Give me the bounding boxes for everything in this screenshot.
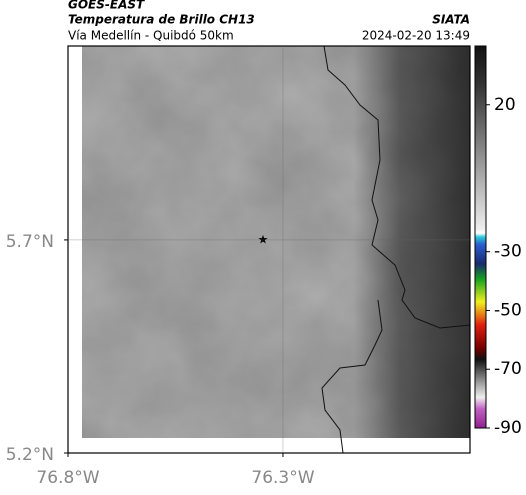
- datetime: 2024-02-20 13:49: [362, 29, 470, 43]
- colorbar-tick-label: -30: [494, 242, 522, 262]
- product: Temperatura de Brillo CH13: [68, 13, 255, 27]
- route: Vía Medellín - Quibdó 50km: [68, 29, 234, 43]
- border-lines: [321, 45, 471, 454]
- colorbar-tick-label: -70: [494, 359, 522, 379]
- cloud-dark-east: [82, 46, 470, 438]
- colorbar-tick-label: -90: [494, 418, 522, 438]
- y-tick-label: 5.2°N: [6, 445, 54, 465]
- location-star: ★: [258, 233, 269, 247]
- map-frame: [67, 45, 471, 454]
- source: GOES-EAST: [68, 0, 145, 12]
- colorbar: [474, 45, 487, 429]
- map-image: [82, 46, 470, 438]
- colorbar-tick-label: -50: [494, 300, 522, 320]
- colorbar-tick-label: 20: [494, 95, 516, 115]
- y-tick-label: 5.7°N: [6, 232, 54, 252]
- x-tick-label: 76.3°W: [251, 468, 314, 488]
- axes: 76.8°W 76.3°W 5.2°N 5.7°N 20 -30 -50 -70 -90: [6, 46, 522, 488]
- agency: SIATA: [432, 13, 470, 27]
- x-tick-label: 76.8°W: [36, 468, 99, 488]
